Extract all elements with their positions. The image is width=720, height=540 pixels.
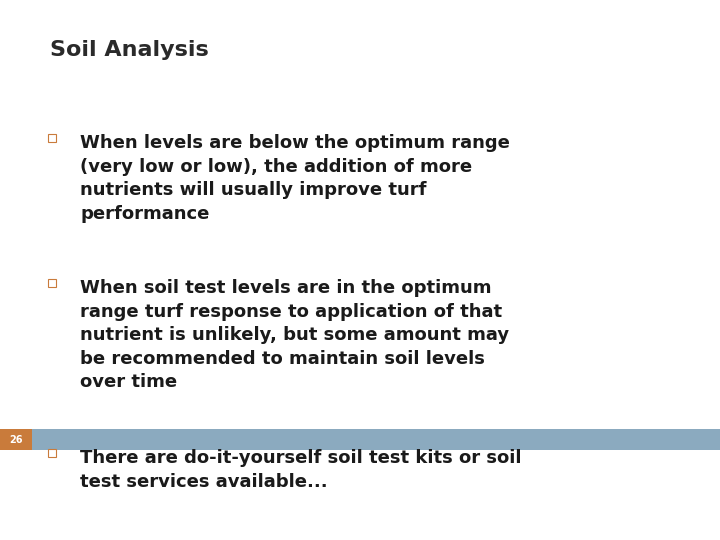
Bar (32, 429, 720, 450)
Text: There are do-it-yourself soil test kits or soil
test services available...: There are do-it-yourself soil test kits … (80, 449, 521, 491)
Text: 26: 26 (9, 435, 22, 444)
Bar (48, 449, 56, 457)
Bar (0, 429, 32, 450)
Bar (48, 134, 56, 142)
Text: When levels are below the optimum range
(very low or low), the addition of more
: When levels are below the optimum range … (80, 134, 510, 223)
Text: Soil Analysis: Soil Analysis (50, 40, 209, 60)
Text: When soil test levels are in the optimum
range turf response to application of t: When soil test levels are in the optimum… (80, 279, 509, 392)
Bar (48, 279, 56, 287)
